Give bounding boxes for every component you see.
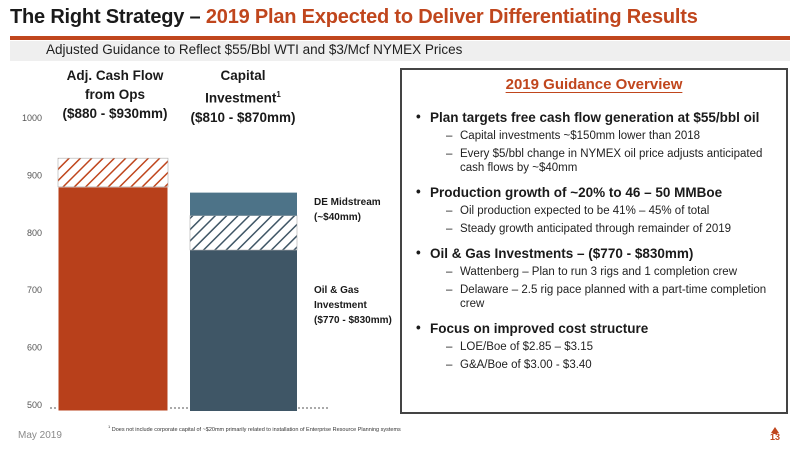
guidance-overview-panel: 2019 Guidance Overview Plan targets free… xyxy=(400,68,788,414)
title-main: The Right Strategy – xyxy=(10,6,206,28)
title-accent: 2019 Plan Expected to Deliver Differenti… xyxy=(205,6,698,28)
capital-header-line2: ($810 - $870mm) xyxy=(190,109,296,125)
guidance-chart: 500 600 700 800 900 1000 DE Midstream (~$40mm)… xyxy=(22,113,392,412)
footer-date: May 2019 xyxy=(18,430,62,441)
cash-flow-header-line1: Adj. Cash Flow xyxy=(66,68,164,83)
midstream-label: DE Midstream xyxy=(314,197,381,208)
y-tick-label: 800 xyxy=(27,228,42,238)
guidance-item: Production growth of ~20% to 46 – 50 MMB… xyxy=(416,184,778,236)
guidance-sub-bullet: G&A/Boe of $3.00 - $3.40 xyxy=(416,358,778,372)
y-tick-label: 900 xyxy=(27,170,42,180)
guidance-item: Plan targets free cash flow generation a… xyxy=(416,109,778,175)
guidance-bullet: Plan targets free cash flow generation a… xyxy=(416,109,778,125)
oil-gas-bar xyxy=(190,250,297,411)
guidance-sub-bullet: Wattenberg – Plan to run 3 rigs and 1 co… xyxy=(416,265,778,279)
oil-gas-label: Oil & Gas xyxy=(314,285,359,296)
cash-flow-bar xyxy=(57,186,169,412)
y-tick-label: 600 xyxy=(27,343,42,353)
bar-labels: DE Midstream (~$40mm) Oil & Gas Investment (… xyxy=(314,197,392,326)
guidance-bullet: Production growth of ~20% to 46 – 50 MMB… xyxy=(416,184,778,200)
y-tick-label: 500 xyxy=(27,400,42,410)
cash-flow-range-bar xyxy=(57,157,169,188)
guidance-sub-bullet: Oil production expected to be 41% – 45% … xyxy=(416,204,778,218)
page-number: 13 xyxy=(769,432,780,442)
capital-header: Capital Investment1 ($810 - $870mm) xyxy=(172,66,314,127)
oil-gas-range-bar xyxy=(189,215,298,251)
y-tick-label: 1000 xyxy=(22,113,42,123)
midstream-label: (~$40mm) xyxy=(314,212,361,223)
guidance-sub-bullet: Capital investments ~$150mm lower than 2… xyxy=(416,129,778,143)
guidance-sub-bullet: Steady growth anticipated through remain… xyxy=(416,222,778,236)
subtitle: Adjusted Guidance to Reflect $55/Bbl WTI… xyxy=(46,42,463,57)
guidance-item: Oil & Gas Investments – ($770 - $830mm) W… xyxy=(416,245,778,311)
capital-header-line1b: Investment1 xyxy=(205,90,281,106)
bars xyxy=(57,157,298,412)
subtitle-bar xyxy=(10,41,790,61)
guidance-sub-bullet: Delaware – 2.5 rig pace planned with a p… xyxy=(416,283,778,311)
panel-title: 2019 Guidance Overview xyxy=(505,76,683,93)
guidance-sub-bullet: LOE/Boe of $2.85 – $3.15 xyxy=(416,340,778,354)
guidance-item: Focus on improved cost structure LOE/Boe … xyxy=(416,320,778,372)
page-badge-icon xyxy=(771,427,779,434)
guidance-bullet: Oil & Gas Investments – ($770 - $830mm) xyxy=(416,245,778,261)
slide-title: The Right Strategy – 2019 Plan Expected … xyxy=(10,6,698,29)
guidance-list: Plan targets free cash flow generation a… xyxy=(416,109,778,382)
midstream-bar xyxy=(190,192,297,216)
cash-flow-header-line2: from Ops xyxy=(84,87,145,102)
page-number-badge: 13 xyxy=(764,427,786,445)
guidance-bullet: Focus on improved cost structure xyxy=(416,320,778,336)
oil-gas-label: Investment xyxy=(314,300,367,311)
cash-flow-header: Adj. Cash Flow from Ops ($880 - $930mm) xyxy=(44,66,186,123)
oil-gas-label: ($770 - $830mm) xyxy=(314,315,392,326)
capital-header-line1: Capital xyxy=(220,68,266,83)
y-tick-label: 700 xyxy=(27,285,42,295)
footnote: 1 Does not include corporate capital of … xyxy=(108,424,401,433)
title-rule xyxy=(10,36,790,40)
cash-flow-header-line3: ($880 - $930mm) xyxy=(62,106,168,121)
guidance-sub-bullet: Every $5/bbl change in NYMEX oil price a… xyxy=(416,147,778,175)
